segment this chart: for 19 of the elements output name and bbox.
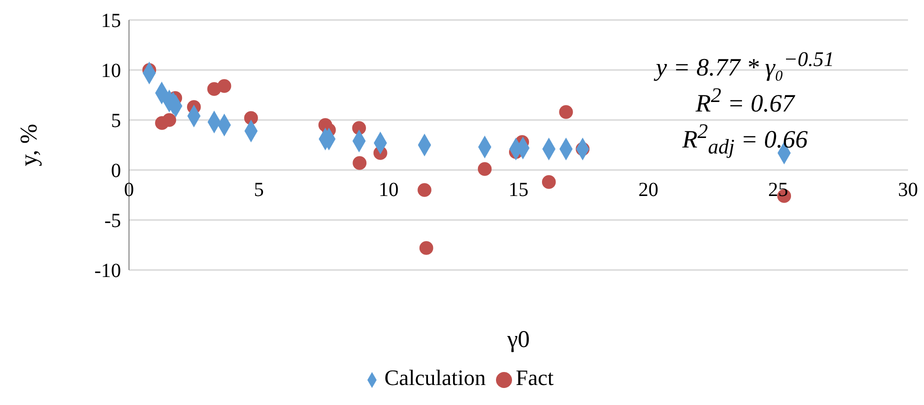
annotation: R$^{2}$ = 0.67 <box>694 82 796 120</box>
x-tick-label: 20 <box>638 179 658 201</box>
y-tick-label: 0 <box>111 160 121 182</box>
y-tick-label: 10 <box>101 60 121 82</box>
x-tick-label: 10 <box>378 179 399 201</box>
y-tick-label: 15 <box>101 10 121 32</box>
y-tick-label: -5 <box>104 210 121 232</box>
y-axis-title: y, % <box>16 124 43 166</box>
y-tick-label: 5 <box>111 110 121 132</box>
legend-label: Calculation <box>384 365 486 390</box>
annotation: R$^{2}$$_{adj}$ = 0.66 <box>681 118 809 160</box>
legend-label: Fact <box>516 365 554 390</box>
y-tick-label: -10 <box>94 260 121 282</box>
x-tick-label: 5 <box>254 179 264 201</box>
x-tick-label: 25 <box>768 179 788 201</box>
x-tick-label: 30 <box>898 179 918 201</box>
annotation: y = 8.77 * γ₀$^{−0.51}$ <box>652 46 836 84</box>
x-tick-label: 15 <box>508 179 528 201</box>
x-axis-title: γ0 <box>506 327 530 353</box>
